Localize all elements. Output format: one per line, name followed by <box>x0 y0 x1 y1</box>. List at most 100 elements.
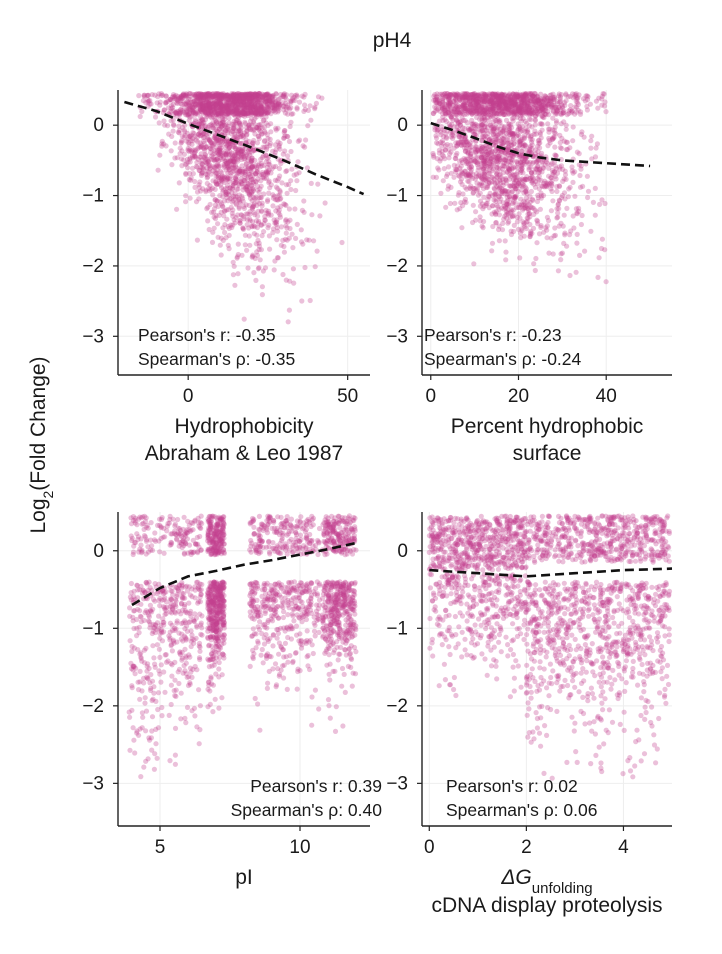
scatter-point <box>573 99 579 105</box>
scatter-point <box>229 128 235 134</box>
scatter-point <box>255 111 261 117</box>
y-tick-label: −2 <box>386 256 408 277</box>
scatter-point <box>592 212 598 218</box>
spearman-annotation: Spearman's ρ: -0.35 <box>138 349 295 369</box>
scatter-point <box>218 93 224 99</box>
scatter-point <box>170 128 176 134</box>
scatter-point <box>490 223 496 230</box>
scatter-point <box>201 134 208 140</box>
scatter-point <box>226 108 232 115</box>
scatter-point <box>533 165 539 172</box>
scatter-point <box>283 182 289 188</box>
scatter-point <box>492 191 498 197</box>
scatter-point <box>223 189 229 195</box>
scatter-point <box>274 197 280 203</box>
scatter-point <box>220 189 226 195</box>
scatter-point <box>230 105 236 111</box>
scatter-point <box>455 192 461 198</box>
scatter-point <box>182 92 188 98</box>
scatter-point <box>216 178 222 184</box>
scatter-point <box>203 187 209 193</box>
scatter-point <box>272 149 278 155</box>
scatter-point <box>515 145 521 151</box>
scatter-point <box>266 233 272 239</box>
scatter-point <box>314 248 320 254</box>
scatter-point <box>550 251 556 257</box>
scatter-point <box>489 93 495 99</box>
scatter-point <box>237 218 243 224</box>
scatter-point <box>287 123 293 130</box>
scatter-point <box>459 225 465 231</box>
scatter-point <box>205 159 211 165</box>
scatter-point <box>301 198 307 204</box>
scatter-point <box>245 112 251 119</box>
scatter-point <box>277 146 283 152</box>
scatter-point <box>499 227 506 233</box>
scatter-point <box>264 91 270 97</box>
scatter-point <box>552 144 558 150</box>
scatter-point <box>243 183 249 189</box>
scatter-point <box>556 206 562 212</box>
scatter-point <box>243 102 249 109</box>
scatter-point <box>157 152 163 158</box>
scatter-point <box>483 99 490 105</box>
scatter-point <box>264 144 270 150</box>
scatter-point <box>254 106 260 112</box>
scatter-point <box>254 94 260 100</box>
scatter-point <box>460 94 466 100</box>
scatter-point <box>302 106 308 112</box>
scatter-point <box>264 171 270 177</box>
scatter-point <box>220 91 226 97</box>
scatter-point <box>266 161 272 167</box>
scatter-point <box>452 167 458 173</box>
scatter-point <box>264 198 271 204</box>
scatter-point <box>277 212 283 218</box>
scatter-point <box>307 297 313 304</box>
scatter-point <box>137 608 143 614</box>
scatter-point <box>230 186 236 192</box>
scatter-point <box>523 106 529 112</box>
scatter-point <box>234 91 240 97</box>
scatter-point <box>192 178 198 185</box>
scatter-point <box>253 162 259 169</box>
scatter-point <box>255 92 261 98</box>
scatter-point <box>239 92 246 99</box>
scatter-point <box>316 629 322 636</box>
scatter-point <box>239 91 245 98</box>
scatter-point <box>262 265 269 271</box>
scatter-point <box>254 91 261 98</box>
scatter-point <box>238 102 244 108</box>
scatter-point <box>269 166 275 172</box>
scatter-point <box>236 96 242 102</box>
scatter-point <box>252 171 258 177</box>
scatter-point <box>209 92 215 98</box>
scatter-point <box>222 107 228 113</box>
scatter-point <box>552 124 558 130</box>
scatter-point <box>577 172 583 179</box>
scatter-point <box>202 91 209 97</box>
scatter-point <box>339 239 345 246</box>
scatter-point <box>211 225 217 231</box>
scatter-point <box>200 120 206 126</box>
scatter-point <box>271 267 277 273</box>
scatter-point <box>227 94 233 100</box>
scatter-point <box>260 94 266 100</box>
scatter-point <box>545 121 551 127</box>
scatter-point <box>593 98 600 104</box>
scatter-point <box>263 109 269 115</box>
scatter-point <box>240 198 246 204</box>
scatter-point <box>199 117 205 123</box>
scatter-point <box>239 252 245 258</box>
scatter-point <box>177 110 183 116</box>
scatter-point <box>213 105 220 112</box>
scatter-point <box>236 196 242 202</box>
scatter-point <box>278 195 284 201</box>
scatter-point <box>232 145 238 151</box>
scatter-point <box>264 110 270 116</box>
scatter-point <box>261 191 267 197</box>
scatter-point <box>178 140 184 146</box>
scatter-point <box>213 91 219 97</box>
scatter-point <box>222 92 228 98</box>
scatter-point <box>225 242 231 248</box>
scatter-point <box>258 160 264 167</box>
